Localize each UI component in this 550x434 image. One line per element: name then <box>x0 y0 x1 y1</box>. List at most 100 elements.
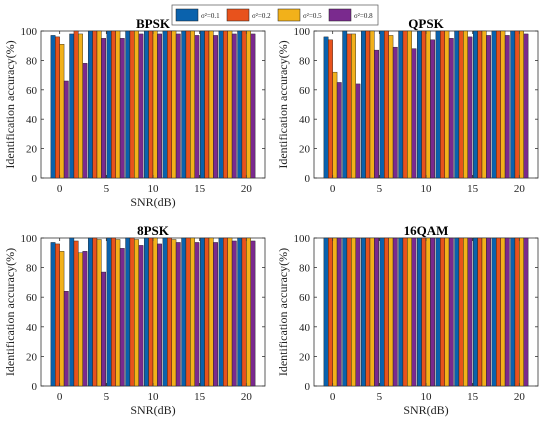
x-tick-label: 20 <box>241 391 253 403</box>
bar-16qam-s2-x10 <box>425 237 431 387</box>
legend-box <box>171 4 379 26</box>
x-tick-label: 20 <box>514 391 526 403</box>
bar-16qam-s0-x10 <box>417 237 422 387</box>
bar-bpsk-s3-x2 <box>82 63 88 179</box>
bar-16qam-s1-x4 <box>365 237 371 387</box>
bar-8psk-s0-x0 <box>50 242 56 387</box>
bar-bpsk-s0-x10 <box>143 30 149 179</box>
y-axis-label: Identification accuracy(%) <box>276 40 290 168</box>
x-tick-label: 5 <box>104 183 110 195</box>
bar-qpsk-s3-x2 <box>355 83 361 179</box>
bar-8psk-s1-x4 <box>92 237 98 387</box>
bar-bpsk-s1-x14 <box>185 30 191 179</box>
bar-16qam-s1-x2 <box>346 237 352 387</box>
bar-bpsk-s2-x18 <box>227 30 233 179</box>
bar-qpsk-s3-x20 <box>523 33 529 179</box>
bar-8psk-s3-x16 <box>213 242 218 387</box>
bar-16qam-s3-x6 <box>392 237 398 387</box>
bar-8psk-s3-x8 <box>138 245 144 387</box>
legend-swatch <box>175 8 199 22</box>
x-tick-label: 10 <box>148 391 160 403</box>
y-tick-label: 60 <box>299 85 311 97</box>
bar-qpsk-s2-x4 <box>369 30 375 179</box>
bar-8psk-s3-x10 <box>157 243 162 387</box>
bar-qpsk-s2-x6 <box>388 35 394 179</box>
bar-qpsk-s2-x2 <box>351 33 356 179</box>
bar-16qam-s3-x12 <box>448 237 454 387</box>
x-tick-label: 20 <box>241 183 253 195</box>
bar-16qam-s1-x0 <box>328 237 333 387</box>
bar-qpsk-s1-x12 <box>440 30 445 179</box>
bar-bpsk-s1-x20 <box>241 30 247 179</box>
y-tick-label: 0 <box>305 173 311 185</box>
x-axis-label: SNR(dB) <box>403 403 448 417</box>
bar-16qam-s1-x12 <box>440 237 445 387</box>
bar-bpsk-s2-x10 <box>152 30 158 179</box>
x-tick-label: 15 <box>467 183 479 195</box>
bar-qpsk-s1-x2 <box>346 33 352 179</box>
bar-16qam-s3-x18 <box>504 237 510 387</box>
bar-bpsk-s3-x4 <box>101 38 107 179</box>
legend-label: σ²=0.2 <box>252 12 271 20</box>
bar-8psk-s3-x14 <box>194 242 200 387</box>
bar-16qam-s1-x20 <box>514 237 520 387</box>
y-tick-label: 80 <box>299 263 311 275</box>
bar-qpsk-s3-x10 <box>430 39 435 179</box>
bar-8psk-s1-x2 <box>73 240 79 387</box>
bar-16qam-s2-x20 <box>519 237 524 387</box>
subplot-16qam: 0 20 40 60 80 100 0 5 10 15 20 16QAM SNR(dB) Identifi… <box>276 223 539 417</box>
x-axis-label: SNR(dB) <box>130 195 175 209</box>
bar-8psk-s0-x10 <box>143 237 149 387</box>
x-tick-label: 0 <box>330 183 336 195</box>
x-tick-label: 5 <box>377 391 383 403</box>
legend: σ²=0.1 σ²=0.2 σ²=0.5 σ²=0.8 <box>171 4 379 26</box>
bar-qpsk-s0-x12 <box>435 30 441 179</box>
bar-16qam-s0-x18 <box>491 237 497 387</box>
bar-8psk-s1-x14 <box>185 237 191 387</box>
x-tick-label: 15 <box>194 183 206 195</box>
x-tick-label: 0 <box>330 391 336 403</box>
bar-qpsk-s3-x4 <box>374 49 379 179</box>
bar-bpsk-s0-x14 <box>181 30 187 179</box>
bar-8psk-s2-x10 <box>152 237 158 387</box>
bar-16qam-s1-x18 <box>496 237 501 387</box>
bar-qpsk-s0-x18 <box>491 30 497 179</box>
y-tick-label: 0 <box>32 381 38 393</box>
bar-bpsk-s3-x6 <box>119 38 125 179</box>
bar-8psk-s3-x2 <box>82 251 88 387</box>
bar-qpsk-s1-x6 <box>384 30 389 179</box>
bar-qpsk-s0-x16 <box>473 30 478 179</box>
bar-bpsk-s0-x20 <box>237 30 243 179</box>
y-tick-label: 80 <box>299 55 311 67</box>
x-tick-label: 10 <box>421 391 433 403</box>
y-axis-label: Identification accuracy(%) <box>3 248 17 376</box>
bar-bpsk-s3-x10 <box>157 33 162 179</box>
bar-qpsk-s0-x4 <box>361 30 366 179</box>
x-tick-label: 0 <box>57 391 63 403</box>
bar-16qam-s2-x16 <box>481 237 487 387</box>
bar-bpsk-s3-x18 <box>231 33 237 179</box>
bar-8psk-s1-x20 <box>241 237 247 387</box>
bar-qpsk-s1-x0 <box>328 39 333 179</box>
bar-qpsk-s0-x0 <box>323 36 329 179</box>
bar-16qam-s0-x2 <box>342 237 348 387</box>
bar-bpsk-s3-x12 <box>175 33 181 179</box>
bar-8psk-s0-x20 <box>237 237 243 387</box>
bar-16qam-s0-x12 <box>435 237 441 387</box>
y-tick-label: 60 <box>26 292 38 304</box>
bar-16qam-s0-x20 <box>510 237 516 387</box>
bar-8psk-s3-x12 <box>175 242 181 387</box>
y-tick-label: 100 <box>21 233 38 245</box>
bar-bpsk-s2-x14 <box>190 30 195 179</box>
y-axis-label: Identification accuracy(%) <box>3 40 17 168</box>
bar-8psk-s3-x4 <box>101 271 107 387</box>
bar-8psk-s2-x14 <box>190 237 195 387</box>
bar-8psk-s0-x14 <box>181 237 187 387</box>
bar-qpsk-s1-x16 <box>477 30 483 179</box>
bar-qpsk-s0-x14 <box>454 30 460 179</box>
bar-qpsk-s1-x10 <box>421 30 427 179</box>
bar-16qam-s1-x14 <box>458 237 464 387</box>
subplot-bpsk: 0 20 40 60 80 100 0 5 10 15 20 BPSK SNR(dB) Identific… <box>3 16 266 209</box>
bar-8psk-s0-x2 <box>69 237 75 387</box>
bar-8psk-s0-x16 <box>199 237 205 387</box>
